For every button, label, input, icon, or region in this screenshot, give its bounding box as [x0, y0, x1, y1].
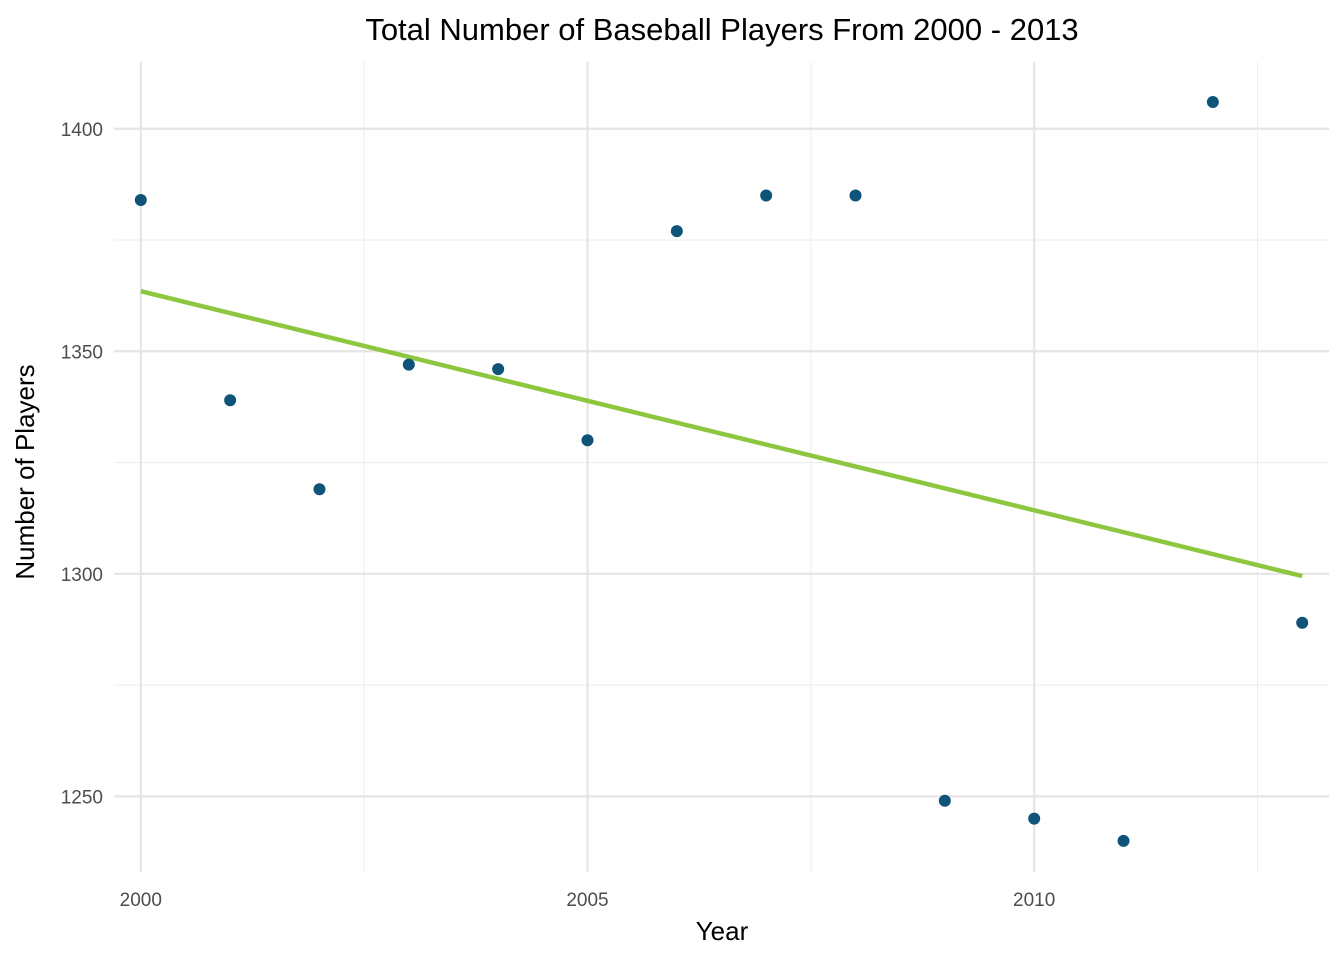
- data-point: [849, 189, 862, 202]
- data-point: [760, 189, 773, 202]
- data-point: [1117, 834, 1130, 847]
- data-point: [224, 394, 237, 407]
- data-point: [938, 794, 951, 807]
- x-tick-label: 2005: [566, 890, 608, 911]
- y-tick-label: 1300: [61, 565, 103, 586]
- data-point: [581, 434, 594, 447]
- chart-title: Total Number of Baseball Players From 20…: [365, 12, 1078, 47]
- x-tick-label: 2010: [1013, 890, 1055, 911]
- y-tick-label: 1400: [61, 120, 103, 141]
- y-tick-label: 1350: [61, 342, 103, 363]
- data-point: [492, 363, 505, 376]
- y-axis-ticks: 1250 1300 1350 1400: [61, 120, 103, 809]
- data-point: [1296, 616, 1309, 629]
- trend-line-group: [140, 289, 1303, 579]
- x-tick-label: 2000: [120, 890, 162, 911]
- data-point: [134, 193, 147, 206]
- x-axis-ticks: 2000 2005 2010: [120, 890, 1056, 911]
- y-tick-label: 1250: [61, 787, 103, 808]
- data-point: [1028, 812, 1041, 825]
- data-point: [313, 483, 326, 496]
- data-point: [402, 358, 415, 371]
- data-points: [134, 96, 1309, 847]
- data-point: [670, 225, 683, 238]
- y-axis-title: Number of Players: [10, 364, 40, 579]
- x-axis-title: Year: [696, 916, 749, 946]
- trend-line: [140, 289, 1303, 579]
- data-point: [1206, 96, 1219, 109]
- grid: [114, 62, 1329, 872]
